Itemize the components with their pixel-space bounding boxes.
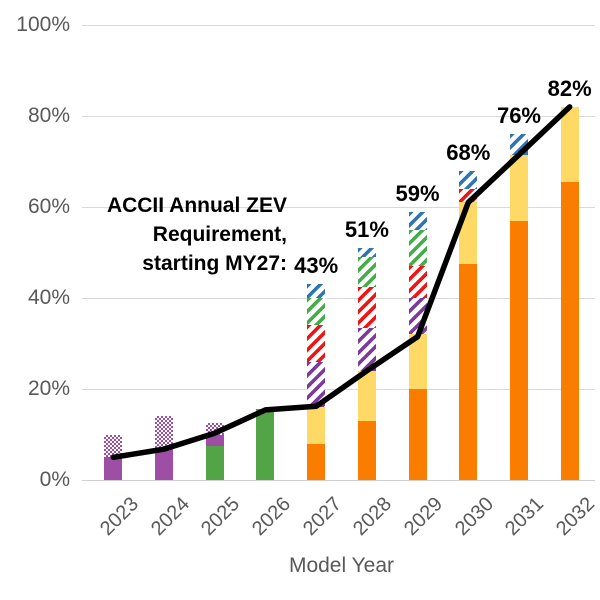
segment-orange: [307, 443, 326, 480]
bar-column-2032: 82%: [544, 25, 595, 480]
segment-light-yellow: [509, 154, 528, 221]
x-tick-label-2031: 2031: [501, 493, 549, 541]
gridline: [82, 298, 595, 299]
x-tick-label-2029: 2029: [400, 493, 448, 541]
bar-column-2024: [139, 25, 190, 480]
x-tick-label-2025: 2025: [197, 493, 245, 541]
bar-column-2029: 59%: [392, 25, 443, 480]
bar-total-label: 59%: [395, 180, 440, 206]
segment-orange: [357, 420, 376, 480]
bar-column-2026: [240, 25, 291, 480]
bar-column-2028: 51%: [342, 25, 393, 480]
segment-red-hatch: [408, 266, 427, 299]
segment-blue-hatch: [357, 248, 376, 258]
bar-column-2031: 76%: [494, 25, 545, 480]
x-tick-label-2023: 2023: [95, 493, 143, 541]
x-tick-label-2032: 2032: [552, 493, 600, 541]
stacked-bar-2027: [307, 284, 326, 480]
segment-green-hatch: [408, 229, 427, 267]
x-label-slot: 2024: [139, 483, 194, 543]
x-tick-label-2030: 2030: [450, 493, 498, 541]
stacked-bar-2026: [256, 409, 275, 480]
segment-orange: [560, 181, 579, 480]
bar-total-label: 76%: [496, 103, 541, 129]
bars-layer: 43% 51% 59% 68% 76% 82%: [88, 25, 595, 480]
segment-solid-purple: [155, 448, 174, 480]
stacked-bar-2023: [104, 434, 123, 480]
bar-total-label: 68%: [446, 139, 491, 165]
x-axis-title: Model Year: [288, 554, 395, 577]
trajectory-line: [110, 104, 573, 461]
x-label-slot: 2030: [443, 483, 498, 543]
segment-purple-hatch: [357, 327, 376, 371]
stacked-bar-2024: [155, 416, 174, 480]
segment-checkered-purple: [104, 434, 123, 458]
segment-red-hatch: [307, 325, 326, 362]
x-label-slot: 2026: [240, 483, 295, 543]
segment-light-yellow: [307, 407, 326, 444]
gridline: [82, 25, 595, 26]
x-label-slot: 2025: [189, 483, 244, 543]
segment-solid-purple: [205, 434, 224, 446]
segment-blue-hatch: [408, 211, 427, 230]
plot-area: 43% 51% 59% 68% 76% 82%: [82, 25, 595, 481]
x-label-slot: 2023: [88, 483, 143, 543]
x-label-slot: 2029: [392, 483, 447, 543]
stacked-bar-2025: [205, 423, 224, 480]
bar-column-2023: [88, 25, 139, 480]
x-label-slot: 2032: [544, 483, 599, 543]
bar-column-2025: [189, 25, 240, 480]
x-label-slot: 2028: [342, 483, 396, 543]
segment-solid-green: [205, 445, 224, 480]
segment-blue-hatch: [459, 170, 478, 189]
stacked-bar-2028: [357, 248, 376, 480]
segment-solid-purple: [104, 457, 123, 480]
x-axis-line: [82, 480, 595, 481]
x-axis-labels: 2023 2024 2025 2026 2027 2028 2029 2030 2031 2032: [88, 483, 599, 543]
gridline: [82, 207, 595, 208]
x-tick-label-2027: 2027: [298, 493, 346, 541]
bar-total-label: 82%: [547, 75, 592, 101]
stacked-bar-2029: [408, 211, 427, 480]
gridline: [82, 116, 595, 117]
segment-orange: [509, 220, 528, 480]
segment-orange: [459, 263, 478, 480]
x-tick-label-2028: 2028: [349, 493, 397, 541]
zev-line-path: [110, 104, 573, 461]
segment-green-hatch: [307, 298, 326, 326]
segment-checkered-purple: [155, 416, 174, 449]
bar-total-label: 51%: [344, 216, 389, 242]
x-label-slot: 2031: [494, 483, 549, 543]
segment-green-hatch: [357, 257, 376, 287]
x-tick-label-2024: 2024: [146, 493, 194, 541]
stacked-bar-2031: [509, 134, 528, 480]
segment-purple-hatch: [307, 361, 326, 408]
segment-red-hatch: [357, 286, 376, 328]
segment-checkered-purple: [205, 423, 224, 435]
segment-solid-green: [256, 409, 275, 480]
segment-orange: [408, 389, 427, 480]
annotation-accii-requirement: ACCII Annual ZEV Requirement, starting M…: [106, 194, 287, 275]
stacked-bar-2032: [560, 106, 579, 480]
bar-column-2027: 43%: [291, 25, 342, 480]
segment-light-yellow: [408, 334, 427, 389]
segment-light-yellow: [560, 106, 579, 182]
segment-light-yellow: [357, 370, 376, 421]
bar-total-label: 43%: [294, 253, 339, 279]
x-tick-label-2026: 2026: [248, 493, 296, 541]
x-label-slot: 2027: [291, 483, 346, 543]
segment-blue-hatch: [307, 284, 326, 299]
